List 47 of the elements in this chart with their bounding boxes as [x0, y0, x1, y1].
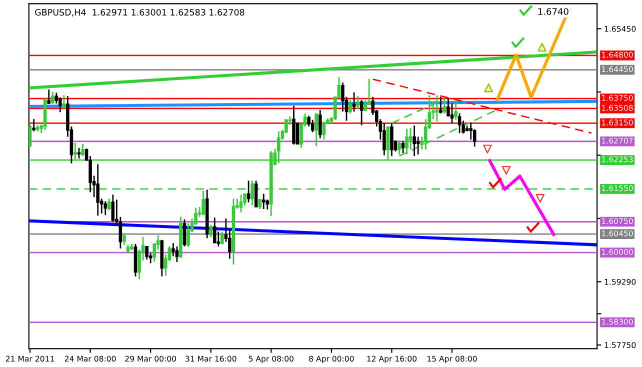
candlestick: [454, 98, 458, 121]
candlestick: [390, 122, 394, 157]
candlestick: [186, 222, 190, 248]
candlestick: [442, 97, 446, 114]
candlestick: [47, 88, 51, 105]
line-series: [488, 159, 556, 236]
candlestick: [58, 96, 62, 113]
candlestick: [77, 147, 81, 160]
candlestick: [175, 246, 179, 263]
candlestick: [416, 136, 420, 156]
candlestick: [258, 198, 262, 210]
candlestick: [450, 102, 454, 124]
candlestick: [356, 95, 360, 110]
candlestick: [28, 124, 32, 148]
candlestick: [62, 94, 66, 110]
candlestick: [262, 193, 266, 210]
candlestick: [401, 140, 405, 154]
candlestick: [122, 232, 126, 246]
candlestick: [348, 99, 352, 114]
candlestick: [50, 91, 54, 105]
candlestick: [314, 112, 318, 147]
candlestick: [81, 143, 84, 157]
line-series: [496, 8, 570, 102]
candlestick: [96, 164, 100, 216]
candlestick: [111, 194, 115, 222]
candlestick: [439, 96, 442, 114]
candlestick: [382, 122, 386, 156]
text: GBPUSD,H4 1.62971 1.63001 1.62583 1.62708: [35, 9, 244, 17]
candlestick: [318, 109, 322, 140]
candlestick: [182, 218, 186, 248]
candlestick: [104, 200, 108, 216]
candlestick: [239, 194, 243, 213]
candlestick: [220, 231, 224, 246]
annotation: 1.6740: [538, 8, 568, 15]
candlestick: [32, 118, 36, 132]
candlestick: [458, 112, 462, 134]
candlestick: [246, 180, 250, 204]
candlestick: [145, 246, 148, 260]
candlestick: [322, 120, 326, 140]
candlestick: [360, 99, 364, 126]
candlestick: [310, 119, 314, 133]
candlestick: [408, 127, 412, 150]
candlestick: [412, 124, 416, 157]
candlestick: [212, 216, 216, 244]
candlestick: [254, 180, 258, 208]
candlestick: [108, 198, 111, 211]
candlestick: [209, 224, 213, 238]
